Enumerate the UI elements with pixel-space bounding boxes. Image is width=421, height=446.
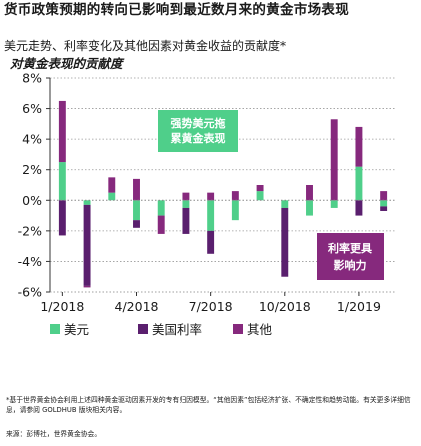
bar-segment	[281, 200, 289, 208]
bar-segment	[231, 200, 239, 221]
bar-segment	[182, 192, 190, 201]
callout-rates: 利率更具 影响力	[317, 233, 384, 280]
bar-segment	[355, 166, 363, 201]
chart-axis-caption: 对黄金表现的贡献度	[10, 56, 123, 71]
callout-rates-line1: 利率更具	[328, 241, 372, 255]
x-tick-label: 1/2019	[337, 299, 381, 314]
legend: 美元 美国利率 其他	[50, 322, 273, 337]
x-tick-label: 4/2018	[115, 299, 159, 314]
bar-segment	[256, 191, 264, 201]
bar-segment	[83, 204, 91, 286]
bar-segment	[83, 285, 91, 288]
callout-usd: 强势美元拖 累黄金表现	[158, 110, 238, 152]
bar-segment	[133, 200, 140, 221]
bar-segment	[207, 230, 215, 254]
y-tick-label: 4%	[22, 132, 42, 147]
bar-segment	[157, 200, 165, 216]
y-tick-label: 2%	[22, 162, 42, 177]
legend-label: 美元	[64, 322, 89, 337]
x-tick-label: 1/2018	[40, 299, 84, 314]
x-tick-label: 7/2018	[189, 299, 233, 314]
callout-rates-line2: 影响力	[334, 258, 367, 272]
y-axis-ticks: -6% -4% -2% 0% 2% 4% 6% 8%	[18, 71, 50, 300]
bar-segment	[380, 191, 388, 201]
y-tick-label: 6%	[22, 101, 42, 116]
bar-segment	[182, 207, 190, 234]
callout-usd-line1: 强势美元拖	[171, 116, 226, 130]
y-tick-label: -6%	[18, 285, 42, 300]
bar-segment	[207, 192, 215, 201]
bar-segment	[207, 200, 215, 231]
x-axis-ticks: 1/2018 4/2018 7/2018 10/2018 1/2019	[40, 291, 396, 314]
bar-segment	[330, 200, 338, 208]
footnote: *基于世界黄金协会利用上述四种黄金驱动因素开发的专有归因模型。“其他因素”包括经…	[6, 396, 411, 414]
bar-segment	[355, 126, 363, 167]
bar-segment	[58, 162, 66, 201]
bar-segment	[380, 206, 388, 211]
x-tick-label: 10/2018	[259, 299, 311, 314]
bars	[58, 100, 388, 288]
bar-segment	[256, 185, 264, 192]
y-tick-label: -4%	[18, 254, 42, 269]
bar-segment	[108, 192, 116, 201]
bar-segment	[355, 200, 363, 216]
bar-segment	[306, 185, 313, 201]
callout-usd-box	[158, 110, 238, 152]
bar-segment	[330, 119, 338, 201]
bar-chart: -6% -4% -2% 0% 2% 4% 6% 8% 1/2018 4/2018 7/2018 10…	[18, 71, 396, 337]
bar-segment	[281, 207, 289, 277]
bar-segment	[380, 200, 388, 207]
bar-segment	[58, 100, 66, 163]
legend-swatch	[50, 324, 60, 334]
y-tick-label: 0%	[22, 193, 42, 208]
bar-segment	[182, 200, 190, 208]
bar-segment	[133, 220, 140, 228]
chart-subtitle: 美元走势、利率变化及其他因素对黄金收益的贡献度*	[4, 39, 287, 53]
y-tick-label: 8%	[22, 71, 42, 86]
bar-segment	[58, 200, 66, 236]
callout-rates-box	[317, 233, 384, 280]
legend-swatch	[138, 324, 148, 334]
bar-segment	[108, 177, 116, 193]
source-note: 来源：彭博社，世界黄金协会。	[6, 430, 102, 438]
legend-label: 其他	[247, 322, 273, 337]
bar-segment	[157, 215, 165, 234]
legend-swatch	[233, 324, 243, 334]
chart-title: 货币政策预期的转向已影响到最近数月来的黄金市场表现	[4, 2, 349, 18]
bar-segment	[306, 200, 313, 216]
bar-segment	[83, 200, 91, 205]
bar-segment	[231, 191, 239, 201]
callout-usd-line2: 累黄金表现	[171, 131, 226, 145]
legend-label: 美国利率	[152, 322, 202, 337]
y-tick-label: -2%	[18, 223, 42, 238]
bar-segment	[133, 178, 140, 201]
